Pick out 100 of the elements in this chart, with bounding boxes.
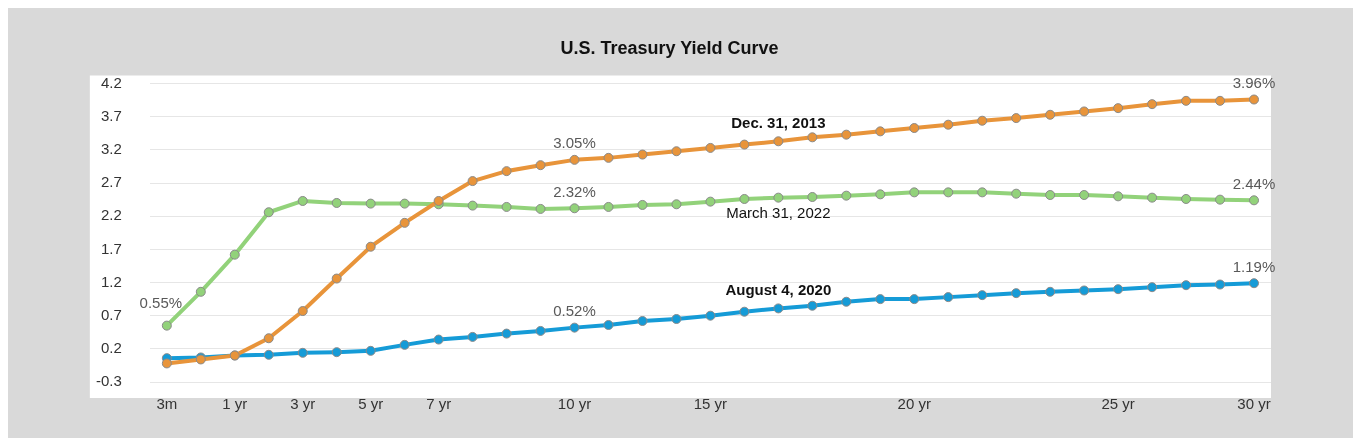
point — [603, 201, 614, 212]
y-tick-label: 3.7 — [100, 106, 122, 124]
point — [773, 192, 784, 203]
point — [637, 315, 648, 326]
x-tick-label: 5 yr — [358, 395, 384, 413]
point — [909, 123, 920, 134]
point — [1011, 288, 1022, 299]
point — [773, 136, 784, 147]
x-tick-label: 20 yr — [897, 395, 931, 413]
point — [739, 193, 750, 204]
point — [399, 339, 410, 350]
point — [1113, 191, 1124, 202]
y-tick-label: 1.2 — [100, 272, 122, 290]
point — [1249, 94, 1260, 105]
point — [331, 197, 342, 208]
point — [739, 306, 750, 317]
point — [1079, 190, 1090, 200]
x-tick-label: 3 yr — [290, 395, 316, 413]
x-tick-label: 1 yr — [222, 395, 248, 413]
point — [569, 322, 580, 333]
point — [399, 198, 410, 209]
x-tick-label: 7 yr — [426, 395, 452, 413]
data-label: 3.05% — [553, 134, 596, 152]
point — [331, 347, 342, 358]
x-tick-label: 25 yr — [1101, 395, 1135, 413]
point — [1249, 195, 1260, 206]
point — [875, 189, 886, 200]
point — [1181, 193, 1192, 204]
point — [1215, 279, 1226, 290]
point — [807, 132, 818, 143]
point — [841, 296, 852, 307]
point — [535, 325, 546, 336]
point — [1181, 280, 1192, 291]
point — [1249, 278, 1260, 289]
point — [1181, 95, 1192, 106]
point — [1113, 284, 1124, 295]
point — [331, 273, 342, 284]
point — [739, 139, 750, 150]
point — [501, 166, 512, 177]
y-tick-label: 0.7 — [100, 305, 122, 323]
point — [1011, 113, 1022, 124]
point — [1079, 106, 1090, 117]
y-tick-label: -0.3 — [95, 372, 122, 390]
point — [637, 149, 648, 160]
point — [705, 142, 716, 153]
data-label: 1.19% — [1232, 257, 1276, 275]
point — [671, 146, 682, 157]
point — [1113, 103, 1124, 114]
point — [841, 190, 852, 201]
point — [671, 314, 682, 324]
point — [603, 319, 614, 330]
point — [1079, 285, 1090, 296]
point — [263, 333, 274, 344]
point — [671, 199, 682, 210]
data-label: 3.96% — [1232, 74, 1276, 92]
point — [399, 217, 410, 228]
chart-title: U.S. Treasury Yield Curve — [560, 37, 779, 58]
point — [943, 119, 954, 130]
point — [569, 203, 580, 214]
point — [773, 303, 784, 314]
point — [807, 300, 818, 311]
series-label: Dec. 31, 2013 — [731, 113, 826, 131]
point — [1045, 190, 1056, 200]
point — [161, 320, 172, 331]
point — [467, 176, 478, 187]
point — [841, 129, 852, 140]
y-tick-label: 2.2 — [100, 206, 122, 224]
point — [807, 191, 818, 202]
point — [909, 294, 920, 305]
x-tick-label: 3m — [156, 395, 178, 413]
point — [535, 160, 546, 171]
point — [1045, 109, 1056, 120]
y-tick-label: 1.7 — [100, 239, 122, 257]
x-tick-label: 30 yr — [1237, 395, 1271, 413]
x-tick-label: 10 yr — [557, 395, 592, 413]
point — [433, 334, 444, 345]
point — [909, 187, 920, 198]
point — [637, 199, 648, 210]
series-label: March 31, 2022 — [726, 204, 831, 222]
point — [705, 196, 716, 207]
point — [875, 294, 886, 305]
point — [263, 207, 274, 218]
point — [297, 306, 308, 317]
point — [229, 249, 240, 260]
point — [943, 187, 954, 198]
y-tick-label: 4.2 — [100, 73, 122, 91]
point — [569, 154, 580, 165]
y-tick-label: 3.2 — [100, 140, 122, 158]
y-tick-label: 2.7 — [100, 173, 122, 191]
point — [1215, 95, 1226, 106]
point — [603, 152, 614, 163]
series-label: August 4, 2020 — [725, 281, 832, 299]
data-label: 2.44% — [1232, 174, 1276, 192]
point — [943, 292, 954, 303]
point — [977, 187, 988, 198]
point — [977, 115, 988, 126]
point — [467, 200, 478, 211]
point — [263, 349, 274, 360]
point — [875, 126, 886, 137]
point — [365, 198, 376, 209]
